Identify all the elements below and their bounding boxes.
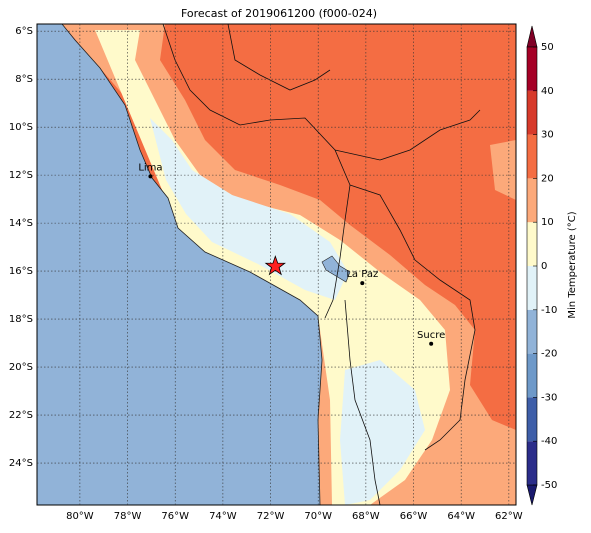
lon-tick-label: 72°W: [257, 511, 285, 522]
lat-tick-label: 22°S: [9, 410, 33, 421]
lon-tick-label: 62°W: [495, 511, 523, 522]
colorbar-tick-label: -20: [541, 349, 557, 360]
colorbar-segment: [527, 441, 537, 485]
lon-tick-label: 70°W: [304, 511, 332, 522]
lon-tick-label: 74°W: [209, 511, 237, 522]
colorbar-tick-label: 40: [541, 86, 554, 97]
colorbar-segment: [527, 222, 537, 266]
colorbar-segment: [527, 47, 537, 91]
city-dot: [429, 341, 434, 346]
colorbar-tick-label: 50: [541, 42, 554, 53]
city-dot: [360, 281, 365, 286]
map-frame: [36, 23, 517, 506]
colorbar-segment: [527, 266, 537, 310]
city-label: Sucre: [417, 330, 445, 341]
title: Forecast of 2019061200 (f000-024): [181, 7, 377, 20]
colorbar-segment: [527, 309, 537, 354]
lon-tick-label: 80°W: [66, 511, 94, 522]
city-dot: [148, 174, 153, 179]
lon-tick-label: 78°W: [114, 511, 142, 522]
colorbar-segment: [527, 90, 537, 135]
lat-tick-label: 8°S: [15, 74, 33, 85]
lon-tick-label: 68°W: [352, 511, 380, 522]
lat-tick-label: 10°S: [9, 122, 33, 133]
colorbar-tick-label: -40: [541, 436, 557, 447]
colorbar-tick-label: 10: [541, 217, 554, 228]
colorbar-tick-label: -10: [541, 305, 557, 316]
colorbar-extend-min: [526, 484, 538, 506]
city-label: La Paz: [346, 269, 378, 280]
colorbar-segment: [527, 353, 537, 398]
lat-tick-label: 6°S: [15, 26, 33, 37]
colorbar-tick-label: -50: [541, 480, 557, 491]
lon-tick-label: 66°W: [400, 511, 428, 522]
band-neg10-0: [150, 118, 425, 505]
city-label: Lima: [138, 162, 162, 173]
colorbar-tick-label: 30: [541, 130, 554, 141]
lat-tick-label: 24°S: [9, 458, 33, 469]
colorbar-tick-label: 0: [541, 261, 547, 272]
lat-tick-label: 16°S: [9, 266, 33, 277]
colorbar-segment: [527, 397, 537, 442]
colorbar-label: Min Temperature (°C): [567, 211, 578, 318]
lat-tick-label: 18°S: [9, 314, 33, 325]
colorbar-extend-max: [526, 25, 538, 48]
colorbar-tick-label: 20: [541, 173, 554, 184]
lon-tick-label: 64°W: [447, 511, 475, 522]
lat-tick-label: 12°S: [9, 170, 33, 181]
colorbar-segment: [527, 178, 537, 223]
lat-tick-label: 20°S: [9, 362, 33, 373]
colorbar-segment: [527, 134, 537, 179]
country-border: [162, 24, 481, 505]
lat-tick-label: 14°S: [9, 218, 33, 229]
star-marker: [264, 255, 286, 276]
lon-tick-label: 76°W: [161, 511, 189, 522]
colorbar-tick-label: -30: [541, 392, 557, 403]
